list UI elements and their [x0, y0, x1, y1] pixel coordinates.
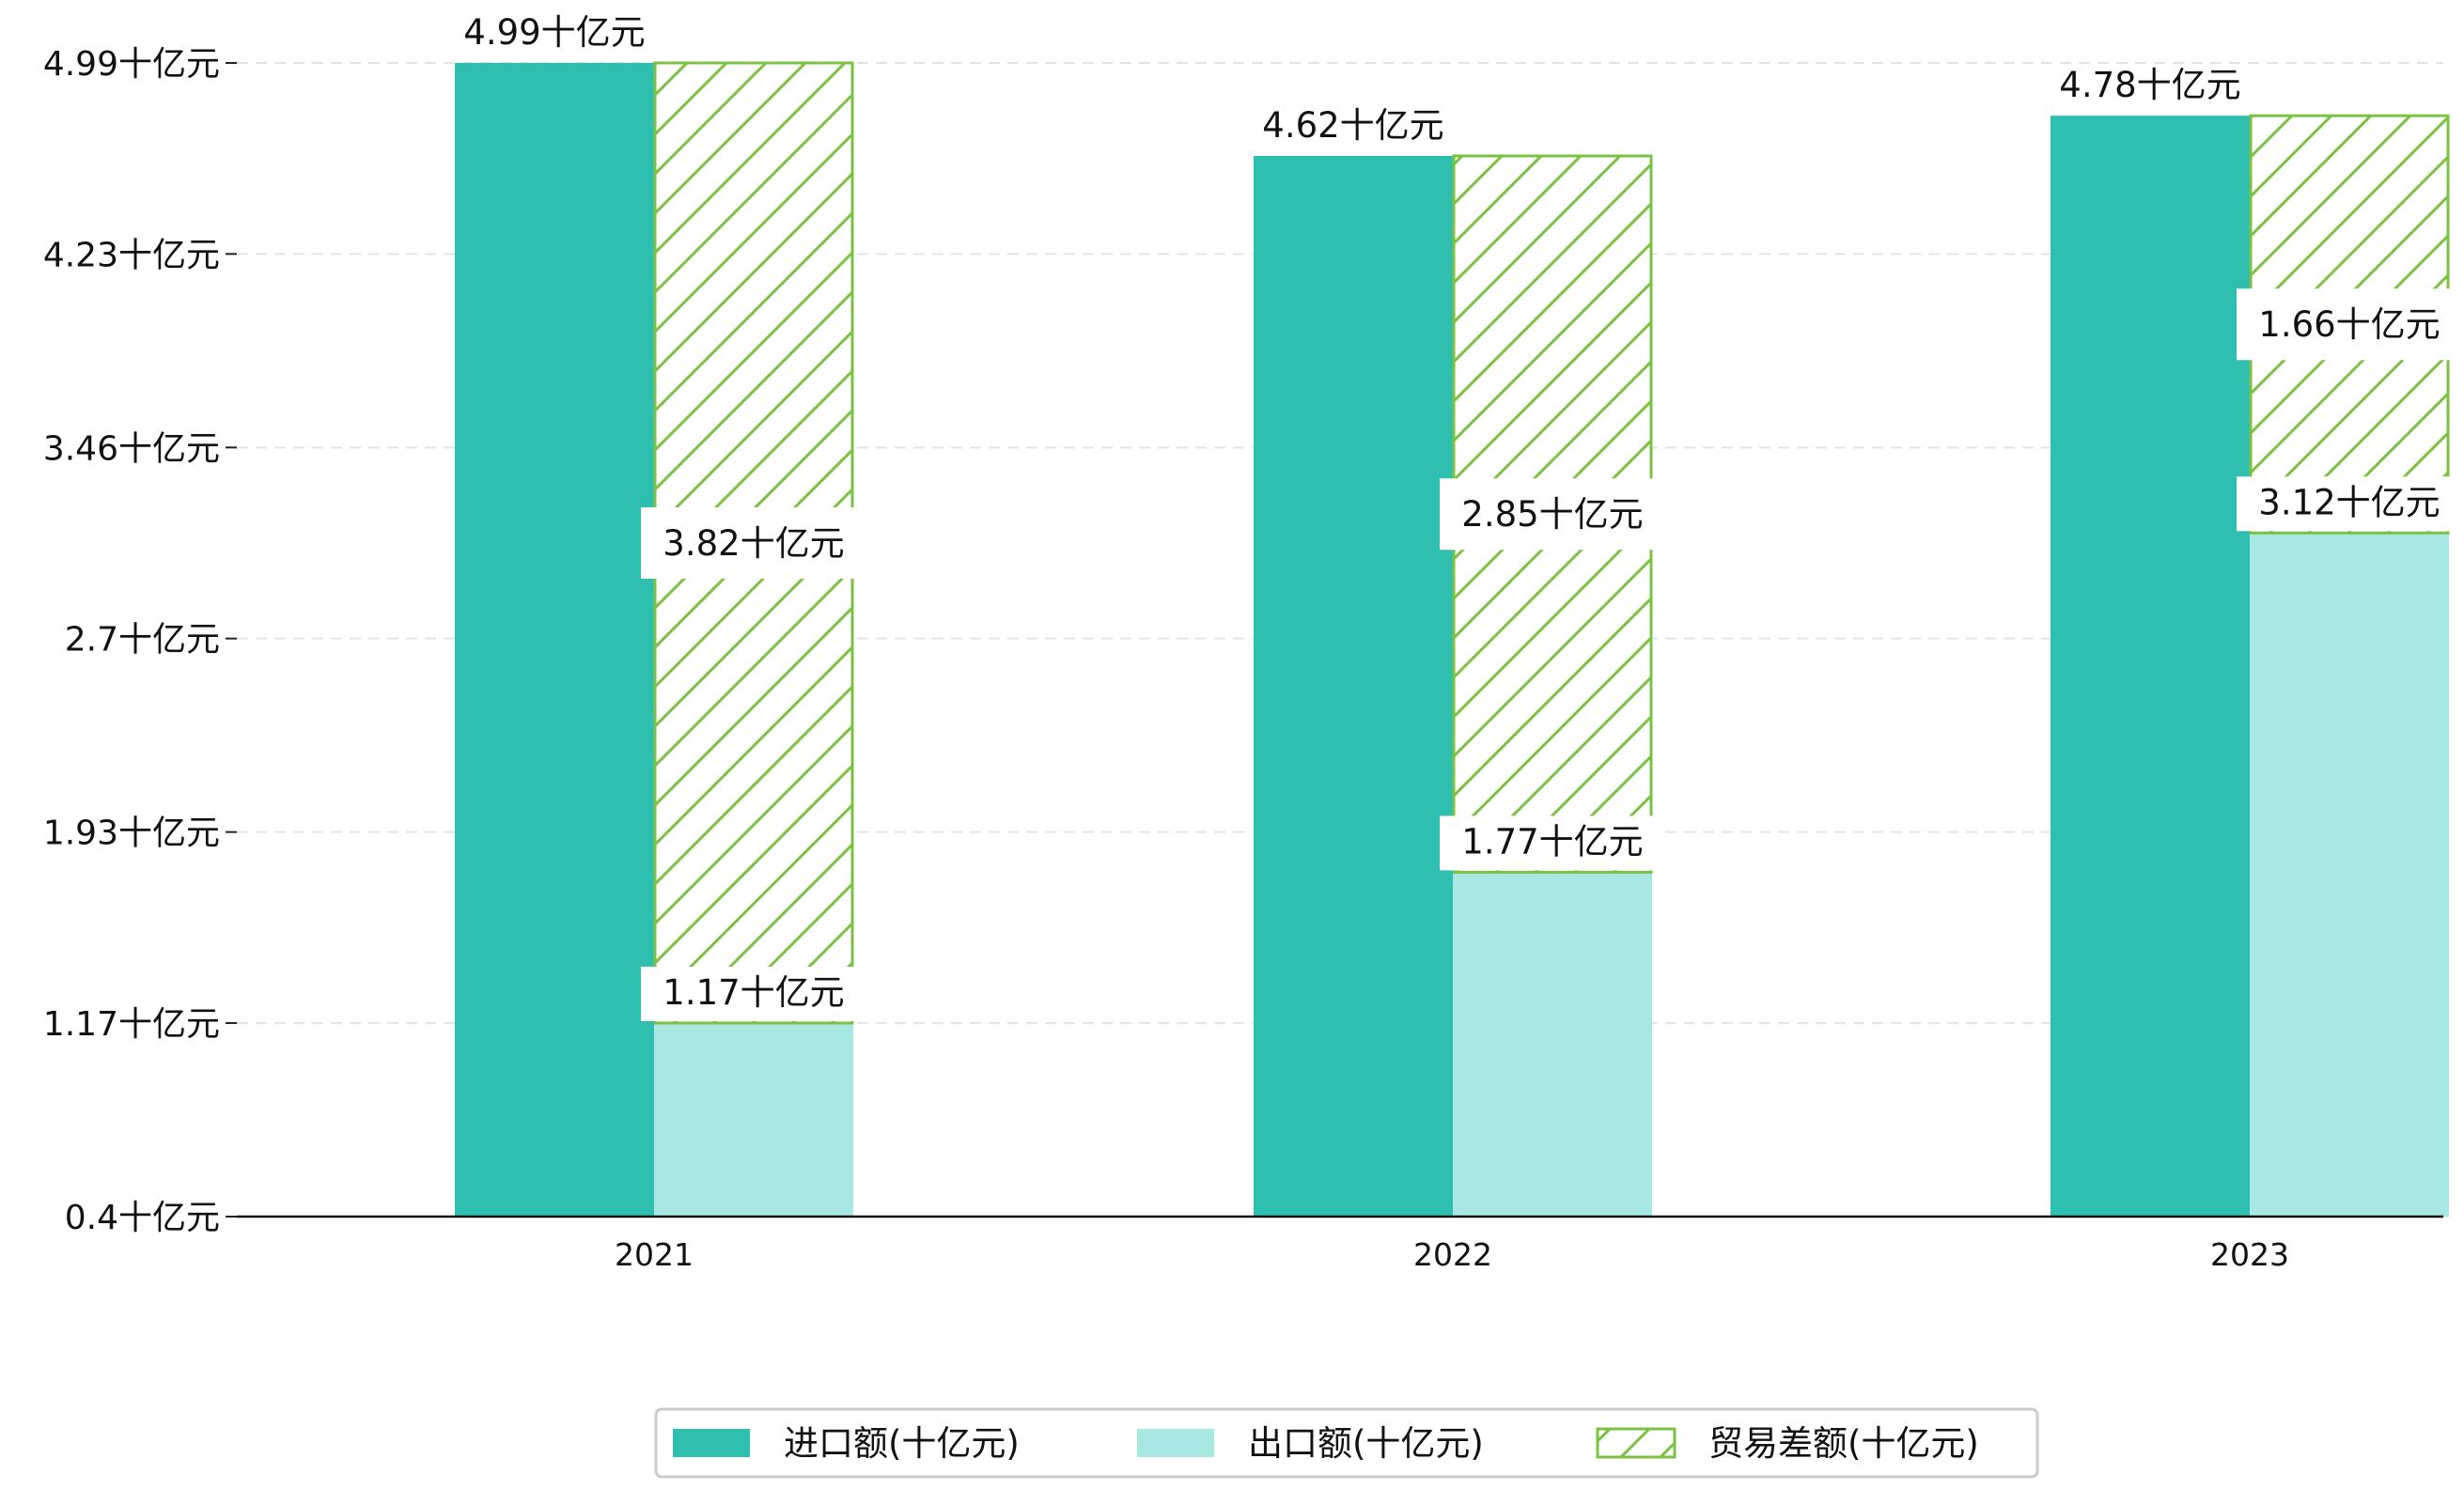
legend-label: 出口额(十亿元) — [1248, 1423, 1484, 1464]
x-tick-label: 2022 — [1413, 1236, 1492, 1273]
export-value-label: 3.12十亿元 — [2258, 482, 2440, 522]
export-label-bg — [641, 966, 866, 1021]
legend-label: 贸易差额(十亿元) — [1708, 1423, 1979, 1464]
import-bar — [1254, 155, 1453, 1217]
y-tick-label: 2.7十亿元 — [65, 621, 220, 659]
import-bar — [455, 63, 654, 1217]
balance-label-bg — [641, 506, 866, 579]
bars — [455, 61, 2450, 1218]
legend-swatch — [1596, 1427, 1676, 1459]
balance-value-label: 2.85十亿元 — [1461, 494, 1643, 535]
y-tick-label: 3.46十亿元 — [43, 429, 220, 468]
y-tick-label: 4.23十亿元 — [43, 236, 220, 274]
balance-value-label: 1.66十亿元 — [2258, 304, 2440, 345]
export-bar — [2250, 533, 2449, 1217]
balance-label-bg — [2237, 288, 2462, 361]
import-value-label: 4.99十亿元 — [463, 12, 645, 53]
export-value-label: 1.77十亿元 — [1461, 821, 1643, 861]
axes: 0.4十亿元 1.17十亿元 1.93十亿元 2.7十亿元 3.46十亿元 4.23十亿元… — [43, 45, 2443, 1273]
export-bar — [1453, 872, 1652, 1217]
y-tick-label: 1.17十亿元 — [43, 1005, 220, 1044]
export-value-label: 1.17十亿元 — [663, 972, 844, 1013]
legend-swatch — [1137, 1429, 1214, 1457]
legend: 进口额(十亿元) 出口额(十亿元) 贸易差额(十亿元) — [654, 1407, 2039, 1479]
y-tick-label: 0.4十亿元 — [65, 1199, 220, 1237]
import-value-label: 4.62十亿元 — [1262, 105, 1443, 146]
legend-swatch — [673, 1429, 750, 1457]
export-bar — [654, 1022, 853, 1217]
y-tick-label: 1.93十亿元 — [43, 815, 220, 853]
data-labels: 4.99十亿元 1.17十亿元 3.82十亿元 4.62十亿元 1.77十亿元 2.85十… — [463, 12, 2462, 1021]
legend-box — [654, 1407, 2039, 1479]
y-tick-label: 4.99十亿元 — [43, 45, 220, 84]
balance-label-bg — [1440, 478, 1665, 551]
legend-label: 进口额(十亿元) — [784, 1423, 1020, 1464]
export-label-bg — [1440, 815, 1665, 871]
export-label-bg — [2237, 476, 2462, 532]
x-tick-label: 2023 — [2210, 1236, 2289, 1273]
balance-value-label: 3.82十亿元 — [663, 523, 844, 564]
x-tick-label: 2021 — [615, 1236, 694, 1273]
import-bar — [2051, 116, 2250, 1218]
import-value-label: 4.78十亿元 — [2059, 65, 2240, 105]
